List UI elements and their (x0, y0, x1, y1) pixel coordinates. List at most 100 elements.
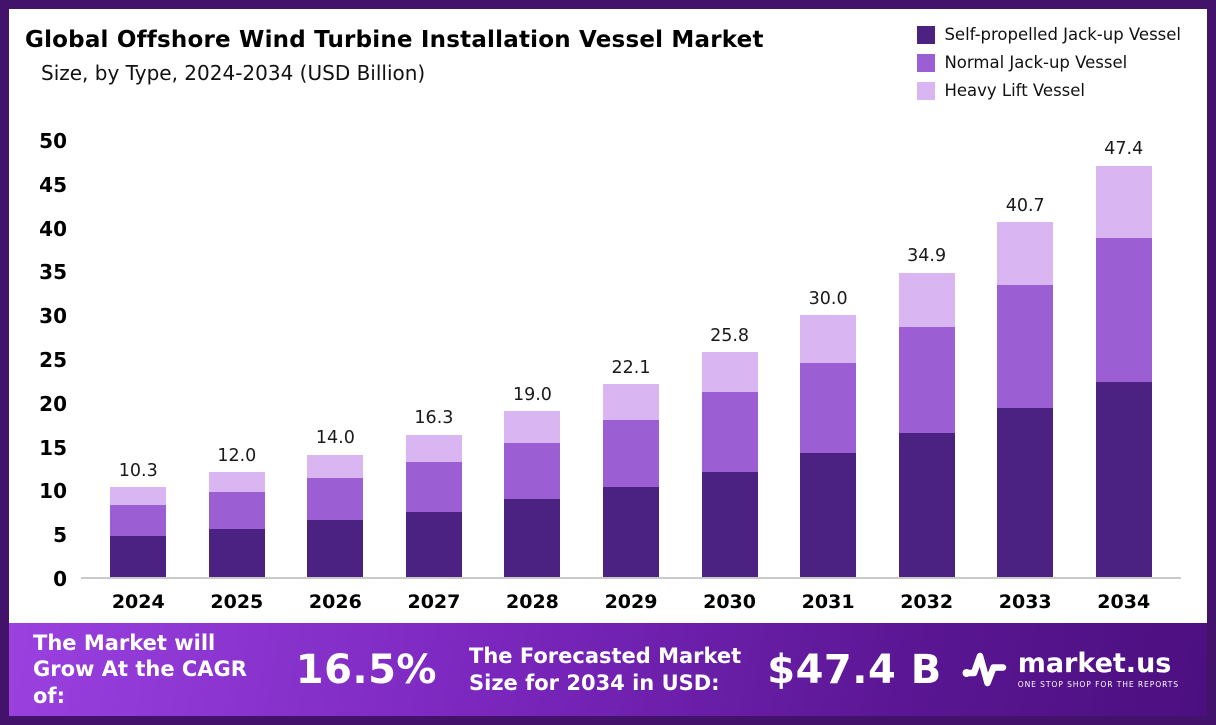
chart-legend: Self-propelled Jack-up Vessel Normal Jack… (917, 19, 1181, 100)
chart-body: 0 5 10 15 20 25 30 35 40 45 50 10.3 12.0 14.0 16.3 19.… (25, 131, 1181, 589)
cagr-label: The Market will Grow At the CAGR of: (33, 631, 247, 708)
y-axis: 0 5 10 15 20 25 30 35 40 45 50 (25, 131, 81, 589)
y-tick-label: 30 (39, 304, 67, 329)
x-axis-label: 2028 (506, 591, 559, 613)
bar-segment (898, 326, 955, 434)
bar-segment (800, 362, 857, 454)
x-axis: 2024 2025 2026 2027 2028 2029 2030 2031 2032 2033… (81, 579, 1181, 623)
brand-logo: market.us ONE STOP SHOP FOR THE REPORTS (960, 644, 1179, 696)
bar-segment (603, 420, 659, 488)
x-axis-label: 2034 (1097, 591, 1151, 613)
stacked-bar (110, 487, 167, 577)
x-axis-label: 2033 (998, 591, 1052, 613)
bar-segment (800, 315, 857, 363)
brand-text: market.us ONE STOP SHOP FOR THE REPORTS (1017, 647, 1179, 690)
bar-total-label: 25.8 (710, 325, 750, 346)
cagr-value: 16.5% (295, 646, 438, 693)
x-axis-label: 2025 (210, 591, 264, 613)
stacked-bar (504, 411, 561, 577)
bar-group: 14.0 (286, 141, 385, 577)
bar-segment (603, 487, 659, 577)
y-tick-label: 50 (39, 129, 67, 153)
y-tick-label: 25 (39, 348, 67, 372)
bar-segment (1095, 381, 1152, 577)
legend-swatch (917, 25, 936, 44)
bar-total-label: 34.9 (907, 246, 947, 267)
x-axis-label: 2027 (407, 591, 461, 613)
market-us-logo-icon (960, 644, 1008, 696)
bar-segment (504, 442, 561, 500)
legend-swatch (917, 81, 936, 100)
bar-segment (800, 453, 857, 578)
brand-tagline: ONE STOP SHOP FOR THE REPORTS (1017, 680, 1179, 690)
bar-group: 30.0 (779, 141, 878, 578)
bar-segment (1095, 238, 1152, 382)
bar-total-label: 14.0 (315, 428, 355, 449)
y-tick-label: 15 (39, 435, 67, 460)
bar-segment (110, 536, 167, 577)
legend-item: Heavy Lift Vessel (917, 81, 1181, 100)
bar-segment (603, 384, 659, 421)
bar-segment (701, 472, 758, 577)
forecast-value: $47.4 B (767, 646, 942, 693)
bar-segment (997, 284, 1054, 408)
bar-segment (997, 222, 1054, 285)
legend-label: Self-propelled Jack-up Vessel (944, 25, 1181, 44)
footer-banner: The Market will Grow At the CAGR of: 16.… (9, 623, 1207, 716)
x-axis-label: 2030 (703, 591, 756, 613)
legend-item: Normal Jack-up Vessel (917, 53, 1181, 72)
bar-total-label: 22.1 (611, 357, 651, 378)
x-axis-label: 2026 (308, 591, 362, 613)
bar-total-label: 47.4 (1104, 139, 1144, 159)
bar-segment (504, 411, 561, 443)
bar-segment (405, 461, 462, 512)
bar-group: 40.7 (976, 141, 1075, 577)
legend-label: Heavy Lift Vessel (944, 81, 1085, 100)
stacked-bar (405, 434, 462, 577)
bar-segment (1095, 165, 1152, 239)
legend-item: Self-propelled Jack-up Vessel (917, 25, 1181, 44)
stacked-bar (997, 222, 1054, 577)
stacked-bar (701, 352, 758, 577)
bar-total-label: 30.0 (808, 288, 848, 309)
bar-total-label: 10.3 (118, 460, 158, 481)
bar-segment (898, 433, 955, 577)
stacked-bar (307, 454, 364, 577)
y-tick-label: 5 (53, 523, 67, 548)
bar-segment (997, 407, 1054, 577)
bar-group: 34.9 (877, 141, 976, 577)
bar-segment (208, 492, 265, 530)
y-tick-label: 40 (39, 216, 67, 241)
brand-name: market.us (1017, 647, 1172, 679)
bar-segment (405, 511, 462, 577)
x-axis-label: 2024 (111, 591, 165, 613)
x-axis-label: 2029 (604, 591, 658, 613)
bar-segment (307, 454, 364, 479)
bar-segment (405, 434, 462, 462)
x-axis-label: 2031 (801, 591, 855, 613)
bar-group: 10.3 (89, 141, 188, 577)
bar-group: 16.3 (385, 141, 484, 577)
bar-segment (208, 529, 265, 577)
stacked-bar (800, 315, 857, 578)
bar-segment (110, 487, 167, 505)
chart-titles: Global Offshore Wind Turbine Installatio… (25, 19, 764, 85)
bar-segment (307, 478, 364, 521)
y-tick-label: 45 (39, 172, 67, 197)
legend-label: Normal Jack-up Vessel (944, 53, 1128, 72)
stacked-bar (208, 472, 265, 577)
y-tick-label: 0 (53, 567, 67, 591)
x-axis-label: 2032 (900, 591, 954, 613)
bar-segment (307, 520, 364, 577)
bar-group: 22.1 (582, 141, 681, 577)
bar-segment (701, 352, 758, 393)
chart-header: Global Offshore Wind Turbine Installatio… (25, 19, 1181, 137)
legend-swatch (917, 53, 936, 72)
bar-group: 19.0 (483, 141, 582, 577)
bar-total-label: 40.7 (1005, 195, 1045, 216)
bar-segment (208, 472, 265, 493)
stacked-bar (898, 272, 955, 577)
y-tick-label: 20 (39, 391, 67, 416)
y-tick-label: 10 (39, 479, 67, 504)
